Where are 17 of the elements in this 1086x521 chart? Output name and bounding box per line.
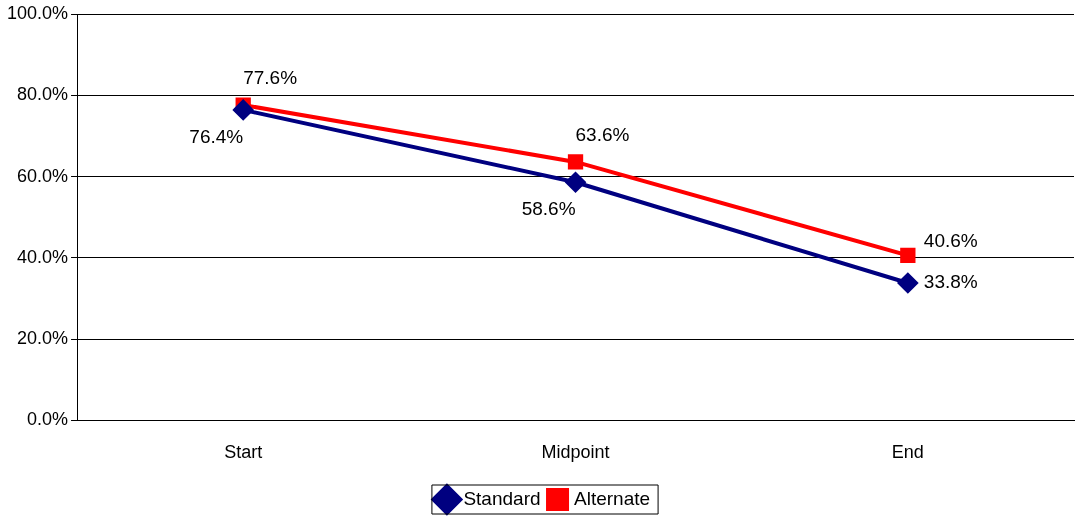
data-label: 76.4% [189, 126, 244, 148]
data-label: 33.8% [923, 271, 978, 293]
y-tick-label: 60.0% [17, 165, 69, 186]
y-tick-label: 20.0% [17, 328, 69, 349]
data-label: 40.6% [923, 229, 978, 251]
data-label: 58.6% [521, 198, 576, 220]
y-tick-label: 0.0% [27, 409, 69, 430]
x-tick-label: Midpoint [541, 442, 610, 463]
legend-label: Alternate [574, 487, 651, 509]
y-tick-label: 40.0% [17, 246, 69, 267]
y-tick-label: 80.0% [17, 84, 69, 105]
data-label: 63.6% [575, 124, 630, 146]
legend-label: Standard [463, 487, 541, 509]
x-tick-label: Start [224, 442, 263, 463]
data-label: 77.6% [243, 67, 298, 89]
y-tick-label: 100.0% [6, 2, 69, 23]
x-tick-label: End [891, 442, 924, 463]
